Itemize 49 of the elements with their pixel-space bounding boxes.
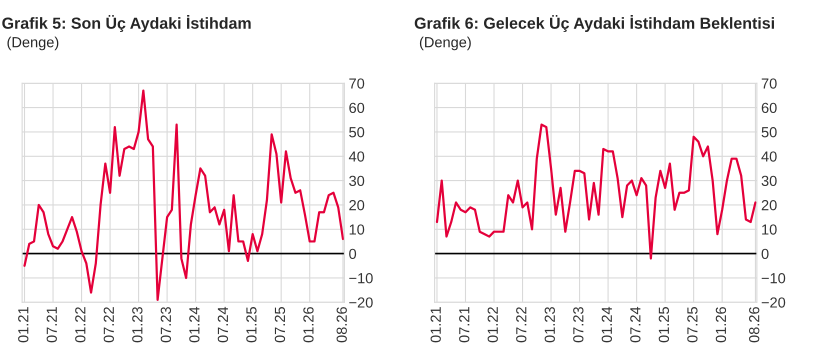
x-tick-label: 01.25 [658, 307, 670, 342]
x-tick-label: 01.22 [75, 307, 86, 342]
x-tick-label: 01.25 [246, 307, 257, 342]
x-tick-label: 01.24 [189, 306, 200, 342]
y-tick-label: 10 [350, 224, 364, 235]
y-tick-label: 60 [349, 102, 364, 114]
chart-subtitle: (Denge) [7, 36, 58, 50]
y-tick-label: 20 [762, 200, 777, 210]
y-tick-label: −20 [349, 297, 373, 308]
y-tick-label: 70 [349, 78, 364, 89]
y-tick-label: 10 [762, 224, 777, 235]
x-tick-label: 07.23 [160, 307, 172, 342]
y-tick-label: 30 [349, 176, 364, 186]
x-tick-label: 01.22 [488, 307, 498, 342]
y-tick-label: 50 [349, 127, 364, 138]
x-tick-label: 07.24 [630, 306, 641, 342]
y-tick-label: 40 [761, 151, 777, 162]
x-tick-label: 01.23 [132, 307, 143, 342]
x-tick-label: 01.26 [716, 307, 726, 342]
x-tick-label: 08.26 [749, 307, 760, 342]
x-tick-label: 07.21 [459, 307, 470, 342]
y-tick-label: 20 [349, 200, 364, 210]
y-tick-label: 70 [762, 78, 777, 89]
x-tick-label: 08.26 [336, 307, 347, 342]
x-tick-label: 01.26 [303, 307, 314, 342]
x-tick-label: 07.25 [687, 307, 698, 342]
x-tick-label: 07.24 [218, 306, 228, 342]
y-tick-label: 0 [762, 248, 769, 260]
y-tick-label: 30 [762, 176, 777, 186]
y-tick-label: −10 [349, 273, 373, 284]
y-tick-label: 50 [762, 127, 777, 138]
x-tick-label: 01.24 [602, 306, 612, 342]
chart-subtitle: (Denge) [420, 36, 471, 50]
y-tick-label: −20 [762, 297, 786, 308]
x-tick-label: 07.22 [516, 307, 526, 342]
y-tick-label: 60 [762, 102, 777, 114]
y-tick-label: 40 [348, 151, 364, 162]
x-tick-label: 07.25 [274, 307, 286, 342]
chart-title: Grafik 6: Gelecek Üç Aydaki İstihdam Beklentisi [414, 15, 774, 32]
line-series [436, 124, 757, 260]
x-tick-label: 07.21 [46, 307, 57, 342]
x-tick-label: 01.21 [18, 307, 28, 342]
x-tick-label: 07.22 [104, 307, 114, 342]
x-tick-label: 01.23 [544, 307, 555, 342]
y-tick-label: −10 [762, 273, 786, 284]
x-tick-label: 01.21 [430, 307, 441, 342]
y-tick-label: 0 [349, 248, 356, 260]
chart-title: Grafik 5: Son Üç Aydaki İstihdam [2, 15, 251, 32]
x-tick-label: 07.23 [573, 307, 584, 342]
